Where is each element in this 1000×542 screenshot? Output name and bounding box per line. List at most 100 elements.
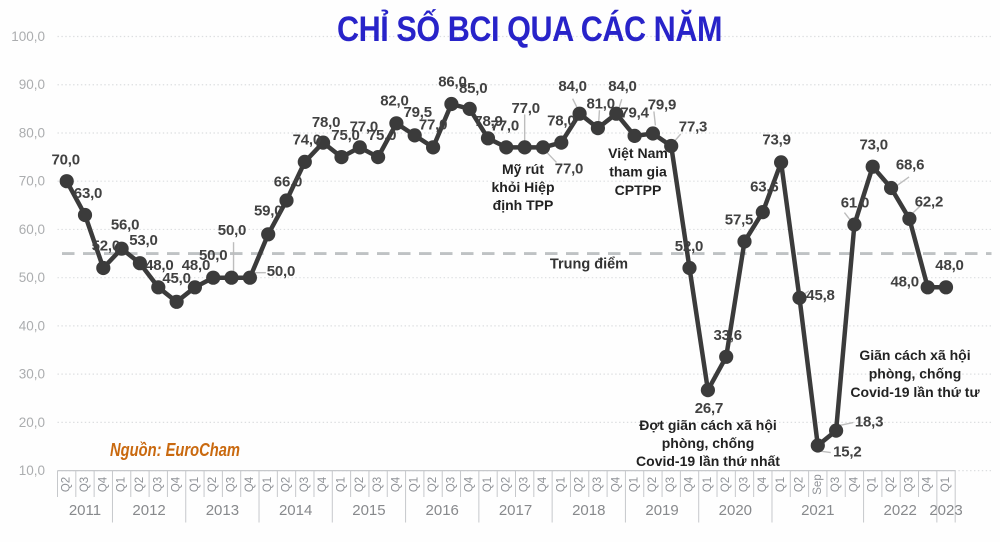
annotation-line: CPTPP	[615, 182, 662, 198]
data-point	[77, 207, 93, 223]
annotation-covid-lockdown-1: Đợt giãn cách xã hội phòng, chống Covid-19…	[636, 417, 780, 469]
year-label: 2019	[645, 502, 678, 519]
point-label: 70,0	[51, 152, 79, 169]
data-point	[627, 128, 642, 143]
x-axis-separators	[57, 470, 956, 523]
x-tick-label: Q1	[262, 477, 274, 492]
point-label: 73,0	[859, 137, 887, 154]
x-tick-label: Q3	[372, 477, 384, 492]
x-tick-label: Q4	[848, 476, 860, 492]
x-tick-label: Q3	[79, 477, 91, 492]
data-point	[426, 140, 441, 155]
x-tick-label: Q4	[171, 476, 183, 492]
x-tick-label: Q3	[903, 477, 915, 492]
point-label: 84,0	[608, 78, 636, 95]
data-point	[847, 217, 862, 232]
annotation-line: Covid-19 lần thứ tư	[850, 384, 980, 400]
point-label: 63,6	[750, 179, 778, 196]
leader-line	[838, 421, 854, 427]
point-label: 78,0	[547, 113, 575, 130]
x-tick-label: Q4	[244, 476, 256, 492]
x-tick-label: Q2	[647, 477, 659, 492]
data-point	[444, 96, 459, 112]
data-point	[719, 349, 734, 364]
point-label: 50,0	[199, 247, 227, 264]
point-label: 18,3	[855, 414, 883, 431]
x-tick-label: Q2	[885, 477, 897, 492]
x-tick-label: Q4	[537, 476, 549, 492]
data-point	[132, 256, 147, 271]
x-tick-label: Q1	[482, 477, 494, 492]
data-point	[554, 135, 569, 150]
y-tick-label: 90,0	[19, 77, 45, 92]
data-point	[517, 140, 532, 155]
point-label: 75,0	[368, 127, 396, 144]
year-label: 2011	[69, 502, 101, 519]
point-label: 48,0	[182, 257, 210, 274]
point-label: 78,9	[474, 113, 502, 130]
point-label: 77,0	[419, 116, 447, 133]
point-label: 57,5	[725, 212, 753, 229]
source-credit: Nguồn: EuroCham	[110, 440, 240, 460]
data-point	[462, 101, 477, 116]
year-label: 2012	[132, 502, 165, 519]
data-point	[407, 128, 422, 143]
x-tick-label: Q3	[665, 477, 677, 492]
x-tick-label: Q2	[354, 477, 366, 492]
data-point	[480, 131, 496, 146]
data-point	[297, 154, 312, 169]
data-point	[774, 155, 789, 170]
data-point	[499, 140, 514, 155]
point-label: 26,7	[695, 400, 723, 417]
y-tick-label: 70,0	[19, 174, 45, 189]
x-tick-label: Q3	[519, 477, 531, 492]
y-tick-label: 40,0	[19, 318, 45, 333]
series-line	[64, 101, 949, 448]
series-markers	[59, 96, 954, 453]
leader-line	[911, 205, 921, 214]
point-label: 74,0	[293, 131, 321, 148]
x-tick-label: Q2	[281, 477, 293, 492]
point-label: 78,0	[312, 114, 340, 131]
x-tick-label: Q4	[390, 476, 402, 492]
point-label: 73,9	[762, 131, 790, 148]
data-point	[389, 116, 404, 131]
data-point	[700, 383, 716, 398]
point-label: 86,0	[438, 74, 466, 91]
point-label: 79,5	[403, 104, 431, 121]
data-point	[261, 227, 276, 242]
data-point	[535, 140, 551, 155]
data-point	[206, 270, 221, 285]
point-label: 45,0	[162, 270, 190, 287]
point-label: 85,0	[459, 80, 487, 97]
x-tick-label: Q2	[207, 477, 219, 492]
annotation-line: tham gia	[609, 164, 667, 180]
data-point	[334, 150, 349, 165]
x-tick-label: Q4	[757, 476, 769, 492]
x-tick-label: Q1	[702, 477, 714, 492]
x-tick-label: Q3	[592, 477, 604, 492]
data-point	[902, 211, 917, 226]
point-label: 52,0	[92, 238, 120, 255]
point-label: 81,0	[586, 96, 614, 113]
annotation-covid-lockdown-4: Giãn cách xã hội phòng, chống Covid-19 lần…	[850, 347, 980, 400]
x-tick-label: Q2	[427, 477, 439, 492]
data-point	[114, 241, 129, 256]
x-tick-label: Q1	[116, 477, 128, 492]
x-tick-label: Q4	[97, 476, 109, 492]
y-tick-label: 30,0	[19, 367, 45, 382]
year-label: 2018	[572, 502, 605, 519]
x-tick-label: Q2	[134, 477, 146, 492]
x-tick-label: Q4	[464, 476, 476, 492]
data-point	[371, 150, 386, 165]
annotation-line: phòng, chống	[662, 435, 755, 451]
y-tick-label: 80,0	[19, 125, 45, 140]
data-point	[96, 260, 111, 276]
annotation-line: Giãn cách xã hội	[859, 347, 970, 363]
point-label: 77,0	[555, 160, 583, 177]
point-label: 48,0	[935, 257, 963, 274]
point-label: 33,6	[713, 327, 741, 344]
point-labels: 70,063,052,056,053,048,045,048,050,050,0…	[51, 74, 963, 461]
data-point	[169, 294, 184, 309]
